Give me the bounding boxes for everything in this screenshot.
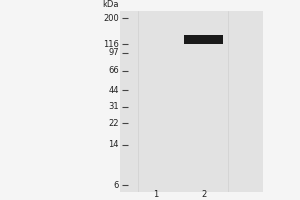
Bar — [120, 11, 263, 192]
Text: 6: 6 — [113, 181, 119, 190]
Text: kDa: kDa — [102, 0, 119, 9]
Text: 44: 44 — [108, 86, 119, 95]
Text: 1: 1 — [153, 190, 159, 199]
Text: 66: 66 — [108, 66, 119, 75]
Text: 200: 200 — [103, 14, 118, 23]
Text: 14: 14 — [108, 140, 119, 149]
Text: 31: 31 — [108, 102, 119, 111]
Text: 22: 22 — [108, 119, 119, 128]
Text: 116: 116 — [103, 40, 118, 49]
Text: 2: 2 — [201, 190, 206, 199]
Bar — [184, 35, 223, 44]
Text: 97: 97 — [108, 48, 119, 57]
